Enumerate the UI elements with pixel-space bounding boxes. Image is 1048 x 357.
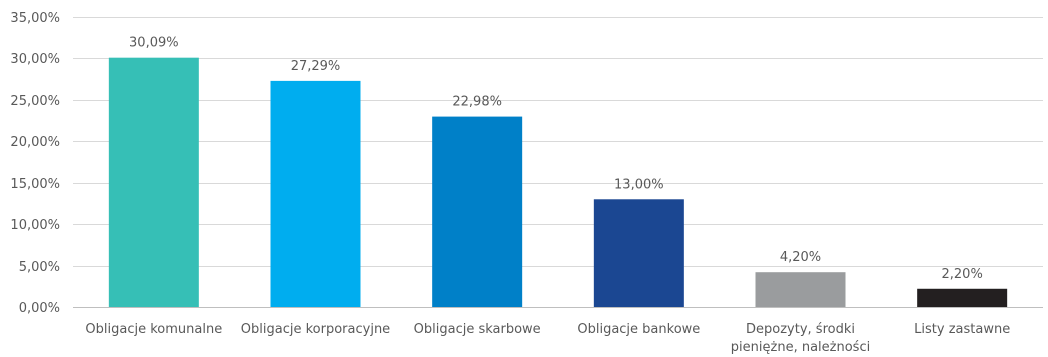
bar bbox=[917, 288, 1008, 307]
data-label: 27,29% bbox=[291, 59, 341, 74]
y-tick-label: 0,00% bbox=[19, 301, 60, 316]
data-label: 13,00% bbox=[614, 177, 664, 192]
y-tick-label: 30,00% bbox=[10, 52, 60, 67]
x-axis-category-labels: Obligacje komunalne Obligacje korporacyjn… bbox=[85, 322, 1010, 355]
bar bbox=[432, 116, 523, 307]
data-label: 4,20% bbox=[780, 250, 821, 265]
gridlines bbox=[73, 17, 1043, 308]
bar bbox=[108, 57, 199, 307]
x-category-label: pieniężne, należności bbox=[731, 340, 870, 355]
x-category-label: Depozyty, środki bbox=[746, 322, 855, 337]
data-label: 30,09% bbox=[129, 36, 179, 51]
x-category-label: Obligacje bankowe bbox=[577, 322, 700, 337]
y-axis-tick-labels: 0,00% 5,00% 10,00% 15,00% 20,00% 25,00% 30,00%… bbox=[10, 11, 60, 316]
y-tick-label: 25,00% bbox=[10, 94, 60, 109]
x-category-label: Obligacje skarbowe bbox=[414, 322, 541, 337]
data-label: 2,20% bbox=[942, 267, 983, 282]
x-category-label: Obligacje komunalne bbox=[85, 322, 222, 337]
y-tick-label: 15,00% bbox=[10, 177, 60, 192]
bars bbox=[108, 57, 1008, 307]
y-tick-label: 10,00% bbox=[10, 218, 60, 233]
bar bbox=[755, 272, 846, 307]
data-label: 22,98% bbox=[452, 95, 502, 110]
bar bbox=[593, 199, 684, 307]
x-category-label: Listy zastawne bbox=[914, 322, 1010, 337]
bar bbox=[270, 80, 361, 307]
y-tick-label: 35,00% bbox=[10, 11, 60, 26]
y-tick-label: 20,00% bbox=[10, 135, 60, 150]
x-category-label: Obligacje korporacyjne bbox=[241, 322, 390, 337]
y-tick-label: 5,00% bbox=[19, 260, 60, 275]
data-labels: 30,09% 27,29% 22,98% 13,00% 4,20% 2,20% bbox=[129, 36, 983, 282]
